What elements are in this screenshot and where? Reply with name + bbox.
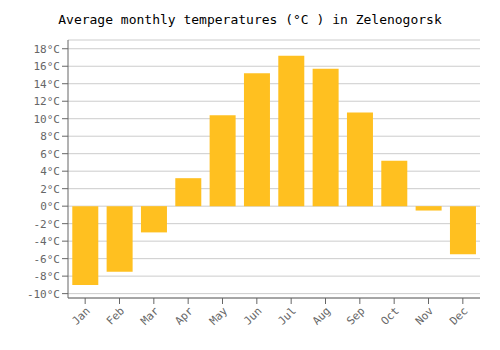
svg-text:14°C: 14°C — [34, 78, 61, 91]
svg-text:May: May — [207, 304, 231, 328]
svg-text:Dec: Dec — [447, 304, 470, 327]
svg-text:8°C: 8°C — [40, 130, 60, 143]
svg-text:Nov: Nov — [413, 304, 437, 328]
svg-text:4°C: 4°C — [40, 165, 60, 178]
svg-text:Jun: Jun — [241, 304, 264, 327]
svg-text:-2°C: -2°C — [34, 218, 61, 231]
svg-text:Aug: Aug — [310, 304, 333, 327]
svg-text:-8°C: -8°C — [34, 270, 61, 283]
svg-text:-6°C: -6°C — [34, 253, 61, 266]
svg-text:18°C: 18°C — [34, 43, 61, 56]
html-text:Average monthly temperatures (: Average monthly temperatures (°C ) in Ze… — [58, 12, 442, 27]
svg-text:16°C: 16°C — [34, 60, 61, 73]
svg-text:6°C: 6°C — [40, 148, 60, 161]
svg-text:-10°C: -10°C — [27, 288, 60, 301]
svg-text:10°C: 10°C — [34, 113, 61, 126]
svg-text:Sep: Sep — [344, 304, 367, 327]
svg-text:Oct: Oct — [379, 304, 402, 327]
svg-text:0°C: 0°C — [40, 200, 60, 213]
svg-text:-4°C: -4°C — [34, 235, 61, 248]
svg-text:2°C: 2°C — [40, 183, 60, 196]
svg-text:Feb: Feb — [104, 304, 127, 327]
svg-text:12°C: 12°C — [34, 95, 61, 108]
svg-text:Jan: Jan — [70, 304, 93, 327]
svg-text:Mar: Mar — [138, 304, 162, 328]
svg-text:Jul: Jul — [276, 304, 299, 327]
svg-text:Apr: Apr — [173, 304, 197, 328]
